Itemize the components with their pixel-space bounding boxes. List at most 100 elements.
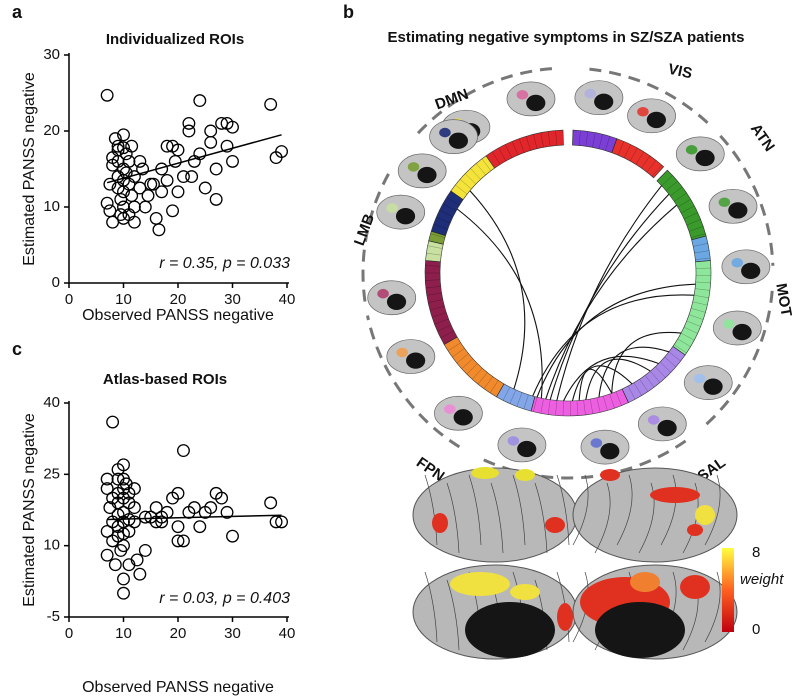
ring-tick <box>646 160 657 173</box>
ring-tick <box>673 192 687 202</box>
network-label: ATN <box>747 121 778 155</box>
ring-tick <box>540 398 544 414</box>
chart-title: Atlas-based ROIs <box>103 371 227 388</box>
point <box>182 124 196 138</box>
point <box>147 177 160 191</box>
ring-tick <box>695 257 711 260</box>
chord <box>469 190 526 390</box>
ring-tick <box>431 312 447 318</box>
point <box>171 185 185 199</box>
ring-tick <box>562 400 564 416</box>
point <box>155 185 169 199</box>
ring-segment <box>691 235 711 263</box>
point <box>171 520 185 534</box>
x-tick-label: 30 <box>224 291 241 308</box>
brain-parcel-border <box>468 474 482 546</box>
point <box>198 181 212 195</box>
brain-medial-wall <box>703 378 723 395</box>
ring-tick <box>523 394 529 410</box>
point <box>209 162 223 176</box>
ring-tick <box>691 235 707 241</box>
y-tick-label: 20 <box>43 122 60 139</box>
network-arc <box>719 134 775 266</box>
brain-parcel-border <box>704 474 721 546</box>
point <box>103 204 117 218</box>
point <box>103 177 117 191</box>
ring-tick <box>650 370 661 383</box>
brain-region <box>377 288 389 299</box>
point <box>108 558 122 572</box>
network-label: VIS <box>667 61 694 83</box>
y-tick-label: -5 <box>47 608 60 625</box>
ring-tick <box>483 376 493 389</box>
brain-parcel-border <box>512 474 526 546</box>
ring-segment <box>572 129 618 154</box>
ring-tick <box>592 132 596 148</box>
x-tick-label: 10 <box>115 625 132 642</box>
ring-tick <box>533 397 538 412</box>
point <box>155 515 169 529</box>
point <box>226 120 239 134</box>
ring-tick <box>623 144 631 159</box>
point <box>127 515 141 529</box>
ring-tick <box>596 397 601 413</box>
ring-tick <box>464 173 477 185</box>
ring-tick <box>635 151 644 165</box>
ring-tick <box>425 279 441 281</box>
point <box>226 154 239 168</box>
chord <box>556 185 663 401</box>
point <box>100 472 114 486</box>
point <box>127 215 141 229</box>
ring-tick <box>668 351 681 362</box>
brain-map-region <box>432 513 448 533</box>
brain-medial-wall <box>741 262 761 280</box>
ring-tick <box>665 180 678 191</box>
brain-parcel-border <box>534 482 548 554</box>
brain-region <box>637 106 649 117</box>
ring-tick <box>547 399 551 415</box>
ring-tick <box>656 169 668 182</box>
ring-tick <box>672 346 686 356</box>
point <box>106 415 120 429</box>
ring-tick <box>509 389 517 404</box>
x-tick-label: 40 <box>279 625 296 642</box>
point <box>117 586 130 600</box>
point <box>193 94 207 108</box>
colorbar <box>722 548 734 632</box>
ring-tick <box>446 197 460 206</box>
x-tick-label: 40 <box>279 291 296 308</box>
brain-region <box>439 127 451 138</box>
brain-map-region <box>695 505 715 525</box>
point <box>122 154 136 168</box>
ring-tick <box>425 265 441 267</box>
point <box>133 154 147 168</box>
network-arc <box>589 67 709 125</box>
brain-medial-wall <box>395 208 416 225</box>
chord <box>536 283 696 398</box>
ring-tick <box>505 144 513 159</box>
point <box>264 97 278 111</box>
point <box>100 88 114 102</box>
ring-tick <box>477 372 488 385</box>
y-tick-label: 25 <box>43 465 60 482</box>
ring-tick <box>611 138 618 153</box>
ring-tick <box>572 130 574 146</box>
point <box>160 173 174 187</box>
brain-region <box>516 90 529 100</box>
point <box>117 162 130 176</box>
point <box>226 529 239 543</box>
y-tick-label: 0 <box>52 274 60 291</box>
panel-label: c <box>12 339 22 359</box>
brain-map-region <box>687 524 703 536</box>
point <box>187 501 201 515</box>
brain-map-region <box>680 575 710 599</box>
point <box>176 444 190 458</box>
ring-tick <box>659 361 672 373</box>
brain-parcel-border <box>446 579 460 651</box>
point <box>127 501 141 515</box>
ring-tick <box>498 147 507 162</box>
ring-tick <box>641 155 651 169</box>
chord <box>585 358 651 400</box>
ring-tick <box>525 136 531 151</box>
